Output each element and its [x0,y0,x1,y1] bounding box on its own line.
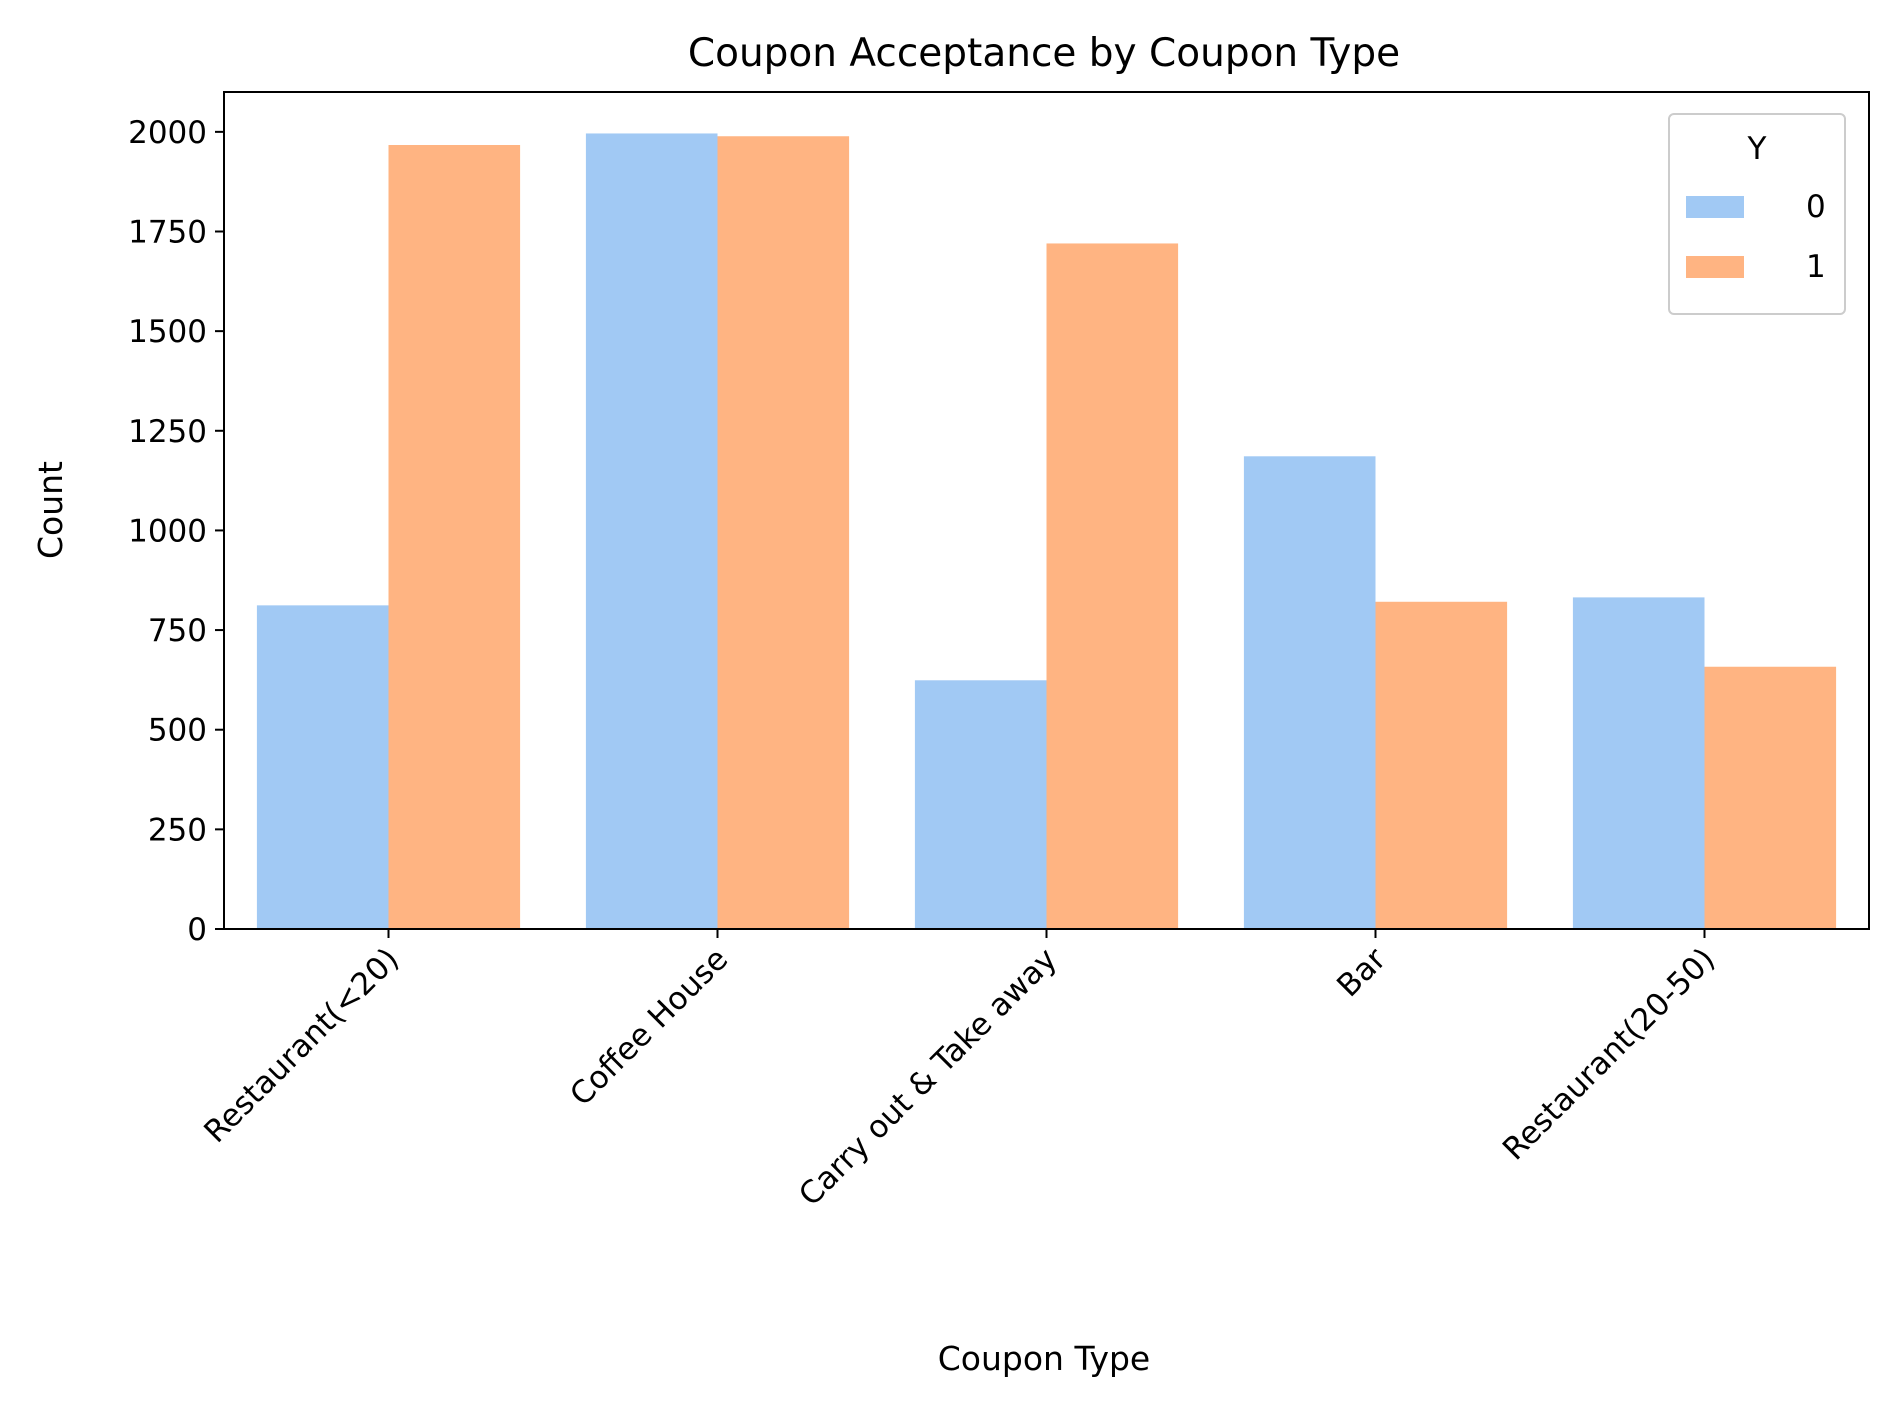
y-tick-label-2: 500 [148,713,207,749]
bar-series-0-4 [1572,597,1705,929]
y-tick-label-7: 1750 [128,215,207,251]
y-tick-label-0: 0 [187,912,207,948]
bar-series-0-0 [256,605,389,929]
legend: Y 0 1 [1668,113,1846,315]
chart-title: Coupon Acceptance by Coupon Type [688,31,1400,76]
x-axis-label: Coupon Type [938,1339,1151,1378]
y-tick-label-6: 1500 [128,314,207,350]
plot-frame [223,91,1870,930]
bar-series-1-0 [388,145,521,929]
bar-series-0-2 [914,680,1047,929]
y-axis-label: Count [31,461,70,559]
legend-swatch-0 [1686,196,1744,218]
bar-series-1-2 [1046,243,1179,929]
y-tick-label-5: 1250 [128,414,207,450]
bar-series-1-3 [1375,601,1508,929]
bar-series-0-3 [1243,456,1376,929]
y-axis: 0 250 500 750 1000 1250 1500 1750 2000 [128,115,224,948]
bars-group [256,133,1837,930]
y-tick-label-1: 250 [148,812,207,848]
legend-label-0: 0 [1806,189,1826,225]
y-tick-label-3: 750 [148,613,207,649]
bar-series-0-1 [585,133,718,930]
bar-series-1-1 [717,136,850,929]
legend-label-1: 1 [1806,249,1826,285]
legend-swatch-1 [1686,256,1744,278]
y-tick-label-4: 1000 [128,513,207,549]
bar-series-1-4 [1704,666,1837,929]
legend-title: Y [1747,131,1767,167]
y-tick-label-8: 2000 [128,115,207,151]
